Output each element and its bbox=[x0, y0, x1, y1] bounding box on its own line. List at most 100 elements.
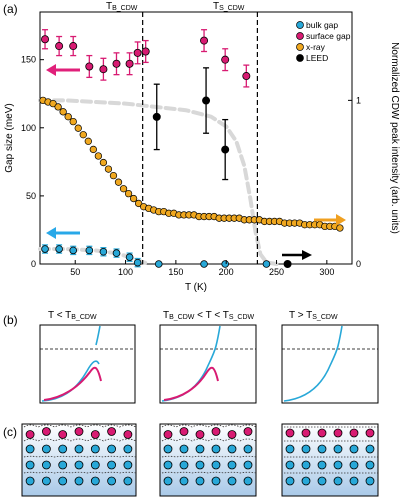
panel-c-label: (c) bbox=[3, 425, 17, 439]
bulk-atom bbox=[58, 460, 68, 470]
bulk-atom bbox=[74, 476, 84, 486]
b1-frame bbox=[39, 324, 136, 404]
b2-surface-band bbox=[163, 366, 219, 401]
xray-point bbox=[336, 224, 344, 232]
xray-point bbox=[84, 137, 92, 145]
ts-label: TS_CDW bbox=[213, 1, 245, 12]
bulk-gap-point bbox=[41, 245, 49, 253]
panel-c-lattices bbox=[21, 423, 379, 497]
legend-xray: x-ray bbox=[306, 42, 326, 52]
y2-tick-label: 0 bbox=[356, 259, 361, 269]
bulk-atom bbox=[211, 460, 221, 470]
b1-title: T < TB_CDW bbox=[48, 310, 97, 321]
y2-axis-label: Normalized CDW peak intensity (arb. unit… bbox=[389, 42, 400, 234]
bulk-atom bbox=[349, 460, 359, 470]
bulk-atom bbox=[195, 444, 205, 454]
bulk-gap-point bbox=[221, 260, 229, 268]
bulk-gap-point bbox=[55, 245, 63, 253]
surface-atom bbox=[90, 430, 100, 439]
plot-frame bbox=[39, 11, 353, 265]
tick-layer: 50 100 150 200 250 300 0 50 100 150 0 1 bbox=[21, 55, 361, 277]
xray-point bbox=[104, 165, 113, 173]
bulk-atom bbox=[317, 476, 327, 486]
y-tick-label: 0 bbox=[31, 259, 36, 269]
xray-point bbox=[89, 145, 97, 154]
bulk-gap-point bbox=[85, 246, 94, 255]
surface-atom bbox=[58, 430, 68, 439]
xray-point bbox=[69, 117, 77, 126]
bulk-atom bbox=[123, 444, 133, 454]
bulk-atom bbox=[317, 460, 327, 470]
bulk-atom bbox=[227, 460, 237, 470]
lattice-wave-top bbox=[23, 424, 137, 428]
bulk-atom bbox=[301, 460, 311, 470]
b3-frame bbox=[281, 324, 379, 404]
xray-point bbox=[134, 199, 143, 208]
lattice-layer bbox=[23, 424, 378, 486]
legend-bulk: bulk gap bbox=[306, 20, 338, 30]
bulk-atom bbox=[301, 476, 311, 486]
surface-gap-point bbox=[141, 47, 150, 56]
surface-atom bbox=[285, 428, 295, 438]
bulk-atom bbox=[179, 460, 189, 470]
bulk-atom bbox=[179, 476, 189, 486]
bulk-atom bbox=[163, 444, 173, 454]
xray-point bbox=[129, 194, 138, 203]
bulk-atom bbox=[58, 476, 68, 486]
x-axis-label: T (K) bbox=[185, 282, 207, 293]
bulk-atom bbox=[25, 476, 35, 486]
c2-frame bbox=[159, 423, 257, 497]
b1-surface-band bbox=[43, 366, 102, 401]
surface-atom bbox=[25, 430, 35, 439]
panel-a-chart: 50 100 150 200 250 300 0 50 100 150 0 1 TB_CDW TS_C… bbox=[4, 1, 400, 293]
surface-atom bbox=[243, 427, 253, 436]
bulk-gap-point bbox=[112, 249, 121, 257]
legend-leed: LEED bbox=[306, 53, 328, 63]
bulk-atom bbox=[195, 476, 205, 486]
xray-point bbox=[124, 189, 133, 198]
bulk-atom bbox=[42, 460, 51, 470]
bulk-atom bbox=[333, 444, 343, 454]
arrow-blue-bulk bbox=[46, 227, 80, 239]
xray-point bbox=[119, 185, 128, 193]
arrow-pink-surface bbox=[46, 64, 80, 76]
vline-layer bbox=[142, 12, 258, 264]
surface-gap-point bbox=[99, 65, 108, 74]
bulk-atom bbox=[333, 476, 343, 486]
xray-point bbox=[59, 108, 67, 116]
surface-atom bbox=[365, 428, 375, 438]
surface-atom bbox=[333, 428, 343, 438]
legend-marker-bulk bbox=[296, 21, 304, 29]
leed-point bbox=[221, 145, 230, 154]
xray-point bbox=[99, 158, 108, 167]
bulk-atom bbox=[211, 444, 221, 454]
surface-atom bbox=[74, 427, 84, 436]
panel-b-label: (b) bbox=[3, 313, 18, 327]
lattice-wave bbox=[23, 455, 137, 458]
surface-atom bbox=[349, 428, 359, 438]
bulk-atom bbox=[107, 460, 116, 470]
bulk-atom bbox=[317, 444, 327, 454]
x-tick-label: 150 bbox=[168, 267, 183, 277]
bulk-atom bbox=[333, 460, 343, 470]
legend-marker-surface bbox=[296, 32, 304, 40]
bulk-atom bbox=[25, 444, 35, 454]
b2-frame bbox=[159, 324, 257, 404]
bulk-gap-point bbox=[99, 247, 108, 256]
surface-atom bbox=[227, 430, 237, 439]
surface-gap-point bbox=[55, 42, 64, 51]
bulk-gap-point bbox=[154, 260, 163, 268]
surface-atom bbox=[42, 427, 51, 436]
panel-b2: TB_CDW < T < TS_CDW bbox=[159, 310, 257, 404]
bulk-atom bbox=[243, 476, 253, 486]
y-tick-label: 150 bbox=[21, 55, 36, 65]
surface-gap-point bbox=[112, 59, 121, 68]
y-axis-label: Gap size (meV) bbox=[4, 103, 15, 172]
legend-marker-leed bbox=[296, 54, 304, 62]
x-tick-label: 300 bbox=[319, 267, 334, 277]
panel-a-label: (a) bbox=[3, 2, 18, 16]
xray-point bbox=[79, 131, 87, 139]
b2-title: TB_CDW < T < TS_CDW bbox=[163, 310, 255, 321]
bulk-atom bbox=[365, 460, 375, 470]
bulk-atom bbox=[227, 476, 237, 486]
